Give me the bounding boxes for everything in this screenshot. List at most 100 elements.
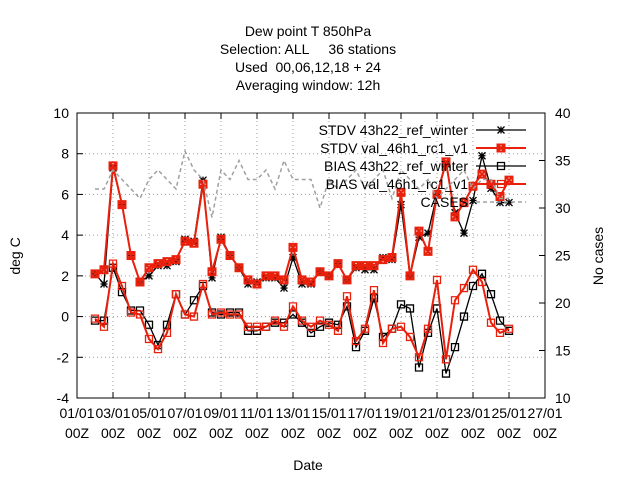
- chart-title: Selection: ALL 36 stations: [220, 41, 396, 57]
- marker: [477, 269, 487, 278]
- marker: [396, 300, 406, 309]
- marker: [90, 269, 100, 279]
- marker: [216, 308, 226, 317]
- marker: [469, 196, 477, 205]
- x-axis-label: Date: [293, 457, 323, 473]
- marker: [135, 277, 145, 287]
- legend-label: BIAS 43h22_ref_winter: [324, 158, 468, 174]
- y2-axis-label: No cases: [590, 227, 606, 285]
- marker: [207, 310, 217, 319]
- marker: [441, 355, 451, 364]
- y-tick-label: 6: [61, 186, 69, 202]
- plot-frame: [76, 112, 546, 399]
- marker: [153, 259, 163, 269]
- marker: [505, 198, 513, 207]
- x-tick-label: 03/01 00Z: [95, 405, 130, 441]
- x-tick-label: 11/01 00Z: [240, 405, 274, 441]
- marker: [288, 242, 298, 252]
- marker: [261, 271, 271, 281]
- y-tick-label: 2: [61, 268, 69, 284]
- marker: [171, 290, 181, 299]
- series-line: [94, 259, 510, 361]
- marker: [315, 322, 325, 331]
- marker: [144, 263, 154, 273]
- x-tick-label: 27/01 00Z: [527, 405, 562, 441]
- marker: [126, 251, 136, 260]
- marker: [486, 318, 496, 327]
- marker: [441, 369, 451, 378]
- marker: [288, 302, 298, 311]
- x-tick-label: 25/01 00Z: [491, 405, 526, 441]
- marker: [324, 271, 334, 281]
- marker: [234, 310, 244, 319]
- marker: [360, 324, 370, 333]
- marker: [135, 310, 145, 319]
- marker: [207, 267, 217, 277]
- marker: [297, 316, 307, 325]
- marker: [360, 261, 370, 271]
- marker: [468, 281, 478, 291]
- marker: [415, 233, 423, 242]
- y2-tick-label: 20: [555, 295, 571, 311]
- marker: [225, 251, 235, 260]
- x-tick-label: 07/01 00Z: [167, 405, 202, 441]
- marker: [459, 283, 469, 293]
- y-tick-label: -2: [57, 349, 70, 365]
- chart-title: Dew point T 850hPa: [245, 23, 372, 39]
- chart-title: Averaging window: 12h: [236, 77, 381, 93]
- marker: [162, 257, 172, 267]
- marker: [171, 255, 181, 265]
- x-tick-label: 19/01 00Z: [383, 405, 418, 441]
- y2-tick-label: 35: [555, 153, 571, 169]
- marker: [497, 126, 505, 134]
- marker: [432, 275, 442, 285]
- marker: [270, 316, 280, 325]
- marker: [414, 353, 424, 362]
- marker: [225, 310, 235, 319]
- series-line: [95, 148, 509, 218]
- x-tick-label: 17/01 00Z: [347, 405, 382, 441]
- y-tick-label: 10: [53, 105, 69, 121]
- marker: [208, 273, 216, 282]
- x-tick-label: 09/01 00Z: [203, 405, 238, 441]
- marker: [315, 316, 325, 325]
- marker: [387, 324, 397, 333]
- marker: [117, 200, 127, 210]
- marker: [388, 255, 396, 264]
- marker: [172, 257, 180, 266]
- marker: [144, 334, 154, 344]
- marker: [289, 253, 297, 262]
- marker: [379, 253, 387, 262]
- marker: [279, 275, 289, 285]
- marker: [423, 246, 433, 256]
- marker: [333, 326, 343, 335]
- marker: [414, 226, 424, 236]
- marker: [352, 263, 360, 272]
- marker: [495, 328, 505, 338]
- marker: [423, 324, 433, 333]
- marker: [154, 261, 162, 270]
- legend-label: STDV val_46h1_rc1_v1: [320, 140, 468, 156]
- marker: [108, 161, 118, 171]
- marker: [351, 336, 361, 346]
- marker: [243, 275, 253, 285]
- marker: [397, 200, 405, 209]
- marker: [496, 179, 506, 189]
- marker: [387, 253, 397, 263]
- marker: [162, 328, 172, 338]
- legend-label: CASES: [421, 194, 468, 210]
- marker: [495, 316, 505, 325]
- marker: [280, 284, 288, 293]
- marker: [459, 198, 469, 208]
- y2-tick-label: 10: [555, 390, 571, 406]
- y2-tick-label: 25: [555, 248, 571, 264]
- marker: [117, 281, 127, 291]
- marker: [342, 292, 352, 301]
- marker: [424, 229, 432, 238]
- marker: [396, 187, 406, 197]
- marker: [90, 314, 100, 323]
- marker: [271, 273, 279, 282]
- marker: [306, 277, 316, 287]
- x-tick-label: 15/01 00Z: [311, 405, 346, 441]
